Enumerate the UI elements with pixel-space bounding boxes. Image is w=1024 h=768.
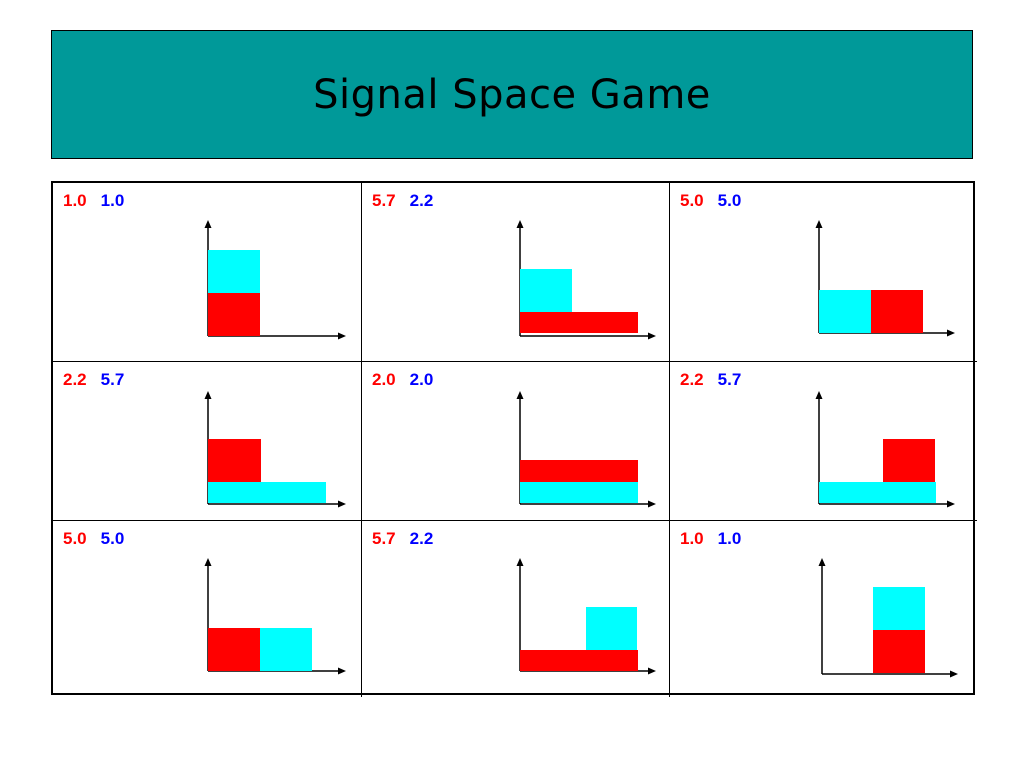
payoff-pair: 5.7 2.2 bbox=[372, 529, 433, 549]
red-payoff: 2.0 bbox=[372, 370, 396, 389]
red-payoff: 5.7 bbox=[372, 191, 396, 210]
y-axis-arrowhead bbox=[204, 391, 212, 399]
blue-payoff: 5.7 bbox=[717, 370, 742, 389]
signal-plot bbox=[815, 391, 955, 508]
x-axis-arrowhead bbox=[648, 332, 656, 340]
x-axis-arrowhead bbox=[648, 500, 656, 508]
signal-plot bbox=[818, 558, 958, 678]
x-axis-arrowhead bbox=[338, 500, 346, 508]
red-signal-block bbox=[208, 293, 260, 336]
y-axis-arrowhead bbox=[815, 220, 823, 228]
grid-cell: 5.0 5.0 bbox=[670, 183, 977, 362]
y-axis-arrowhead bbox=[516, 220, 524, 228]
payoff-pair: 1.0 1.0 bbox=[680, 529, 741, 549]
x-axis-arrowhead bbox=[648, 667, 656, 675]
y-axis-arrowhead bbox=[818, 558, 826, 566]
blue-payoff: 2.2 bbox=[409, 191, 434, 210]
x-axis-arrowhead bbox=[947, 329, 955, 337]
grid-cell: 2.2 5.7 bbox=[53, 362, 362, 521]
grid-cell: 1.0 1.0 bbox=[670, 521, 977, 697]
red-payoff: 5.7 bbox=[372, 529, 396, 548]
x-axis-arrowhead bbox=[947, 500, 955, 508]
payoff-pair: 5.0 5.0 bbox=[680, 191, 741, 211]
red-signal-block bbox=[871, 290, 923, 333]
red-signal-block bbox=[208, 628, 260, 671]
grid-cell: 5.7 2.2 bbox=[362, 521, 670, 697]
blue-payoff: 1.0 bbox=[717, 529, 742, 548]
x-axis-arrowhead bbox=[950, 670, 958, 678]
blue-payoff: 5.0 bbox=[717, 191, 742, 210]
grid-cell: 5.7 2.2 bbox=[362, 183, 670, 362]
red-payoff: 5.0 bbox=[63, 529, 87, 548]
signal-plot bbox=[204, 220, 346, 340]
blue-payoff: 5.7 bbox=[100, 370, 125, 389]
red-payoff: 1.0 bbox=[680, 529, 704, 548]
payoff-pair: 2.2 5.7 bbox=[63, 370, 124, 390]
cyan-signal-block bbox=[208, 250, 260, 293]
cyan-signal-block bbox=[586, 607, 637, 650]
payoff-pair: 5.0 5.0 bbox=[63, 529, 124, 549]
red-payoff: 2.2 bbox=[63, 370, 87, 389]
cyan-signal-block bbox=[520, 269, 572, 312]
payoff-pair: 5.7 2.2 bbox=[372, 191, 433, 211]
red-signal-block bbox=[520, 312, 638, 333]
cyan-signal-block bbox=[260, 628, 312, 671]
red-signal-block bbox=[208, 439, 261, 482]
red-signal-block bbox=[520, 460, 638, 482]
grid-cell: 1.0 1.0 bbox=[53, 183, 362, 362]
blue-payoff: 5.0 bbox=[100, 529, 125, 548]
cyan-signal-block bbox=[208, 482, 326, 503]
y-axis-arrowhead bbox=[204, 220, 212, 228]
grid-cell: 5.0 5.0 bbox=[53, 521, 362, 697]
red-payoff: 1.0 bbox=[63, 191, 87, 210]
blue-payoff: 1.0 bbox=[100, 191, 125, 210]
signal-plot bbox=[516, 391, 656, 508]
payoff-pair: 2.0 2.0 bbox=[372, 370, 433, 390]
cyan-signal-block bbox=[819, 290, 871, 333]
cyan-signal-block bbox=[873, 587, 925, 630]
title-bar: Signal Space Game bbox=[51, 30, 973, 159]
red-payoff: 5.0 bbox=[680, 191, 704, 210]
y-axis-arrowhead bbox=[516, 558, 524, 566]
cyan-signal-block bbox=[819, 482, 936, 503]
red-signal-block bbox=[520, 650, 638, 671]
x-axis-arrowhead bbox=[338, 332, 346, 340]
signal-plot bbox=[516, 558, 656, 675]
signal-plot bbox=[204, 558, 346, 675]
blue-payoff: 2.2 bbox=[409, 529, 434, 548]
signal-plot bbox=[204, 391, 346, 508]
x-axis-arrowhead bbox=[338, 667, 346, 675]
blue-payoff: 2.0 bbox=[409, 370, 434, 389]
y-axis-arrowhead bbox=[516, 391, 524, 399]
signal-plot bbox=[516, 220, 656, 340]
signal-plot bbox=[815, 220, 955, 337]
y-axis-arrowhead bbox=[204, 558, 212, 566]
red-signal-block bbox=[873, 630, 925, 673]
payoff-pair: 1.0 1.0 bbox=[63, 191, 124, 211]
red-signal-block bbox=[883, 439, 935, 482]
grid-cell: 2.2 5.7 bbox=[670, 362, 977, 521]
red-payoff: 2.2 bbox=[680, 370, 704, 389]
grid-cell: 2.0 2.0 bbox=[362, 362, 670, 521]
payoff-pair: 2.2 5.7 bbox=[680, 370, 741, 390]
cyan-signal-block bbox=[520, 482, 638, 503]
slide-title: Signal Space Game bbox=[313, 71, 711, 118]
payoff-grid: 1.0 1.0 5.7 2.2 bbox=[51, 181, 977, 697]
y-axis-arrowhead bbox=[815, 391, 823, 399]
